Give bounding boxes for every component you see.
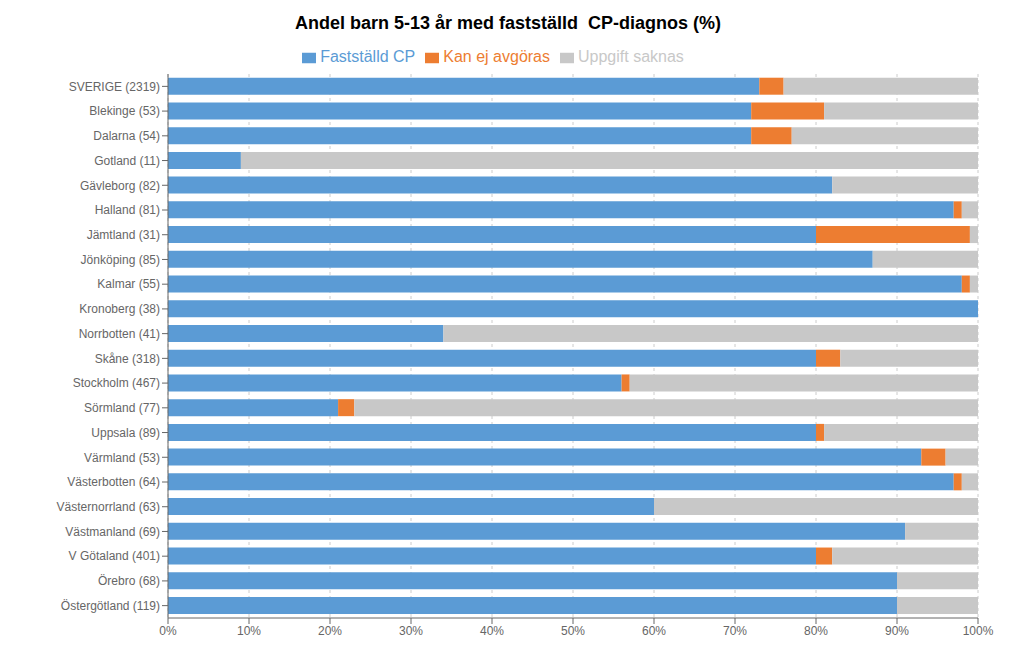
svg-text:SVERIGE (2319): SVERIGE (2319) <box>69 80 160 94</box>
svg-text:Halland (81): Halland (81) <box>95 203 160 217</box>
svg-text:30%: 30% <box>399 624 423 638</box>
svg-text:90%: 90% <box>885 624 909 638</box>
svg-text:20%: 20% <box>318 624 342 638</box>
svg-text:Östergötland (119): Östergötland (119) <box>61 599 160 613</box>
svg-text:Västernorrland (63): Västernorrland (63) <box>57 500 160 514</box>
svg-text:Jönköping (85): Jönköping (85) <box>81 253 160 267</box>
svg-text:0%: 0% <box>159 624 177 638</box>
html-text:Fastställd CP: Fastställd CP <box>320 48 416 65</box>
svg-text:Kronoberg (38): Kronoberg (38) <box>79 302 160 316</box>
svg-text:Sörmland (77): Sörmland (77) <box>84 401 160 415</box>
svg-text:Uppsala (89): Uppsala (89) <box>91 426 160 440</box>
svg-text:Jämtland (31): Jämtland (31) <box>87 228 160 242</box>
svg-text:60%: 60% <box>642 624 666 638</box>
svg-text:100%: 100% <box>963 624 994 638</box>
svg-text:70%: 70% <box>723 624 747 638</box>
svg-text:Kalmar (55): Kalmar (55) <box>97 277 160 291</box>
svg-text:Blekinge (53): Blekinge (53) <box>89 104 160 118</box>
svg-text:Gävleborg (82): Gävleborg (82) <box>80 179 160 193</box>
svg-text:Västmanland (69): Västmanland (69) <box>65 525 160 539</box>
html-text:Kan ej avgöras: Kan ej avgöras <box>443 48 550 65</box>
html-text:Andel barn 5-13 år med faststä: Andel barn 5-13 år med fastställd CP-dia… <box>295 13 721 33</box>
svg-text:V Götaland (401): V Götaland (401) <box>69 549 160 563</box>
svg-text:10%: 10% <box>237 624 261 638</box>
svg-text:Örebro (68): Örebro (68) <box>98 574 160 588</box>
html-text:Uppgift saknas: Uppgift saknas <box>578 48 684 65</box>
svg-text:50%: 50% <box>561 624 585 638</box>
svg-text:40%: 40% <box>480 624 504 638</box>
svg-text:Gotland (11): Gotland (11) <box>94 154 160 168</box>
svg-text:Värmland (53): Värmland (53) <box>84 451 160 465</box>
svg-text:Dalarna (54): Dalarna (54) <box>93 129 160 143</box>
svg-text:Skåne (318): Skåne (318) <box>95 352 160 366</box>
svg-text:80%: 80% <box>804 624 828 638</box>
svg-text:Norrbotten (41): Norrbotten (41) <box>79 327 160 341</box>
svg-text:Stockholm (467): Stockholm (467) <box>73 376 160 390</box>
svg-text:Västerbotten (64): Västerbotten (64) <box>67 475 160 489</box>
